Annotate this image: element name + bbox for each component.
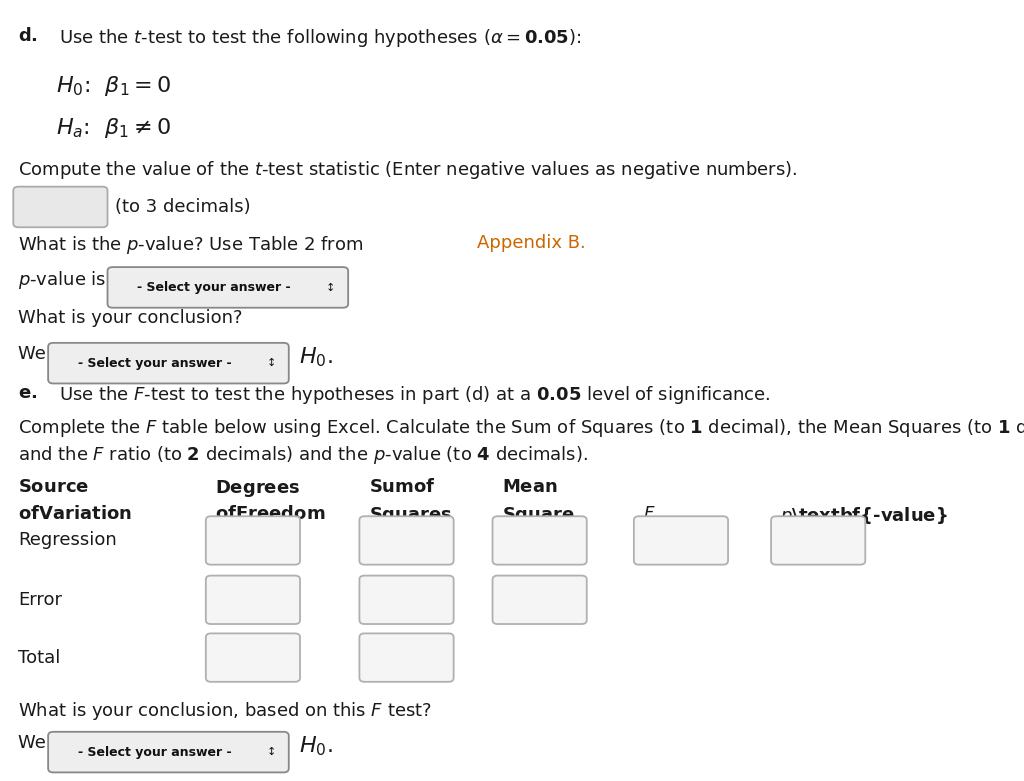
Text: $\mathbf{Source}$: $\mathbf{Source}$: [18, 478, 89, 496]
FancyBboxPatch shape: [359, 516, 454, 565]
Text: ↕: ↕: [326, 283, 336, 292]
Text: (to 3 decimals): (to 3 decimals): [115, 198, 250, 216]
Text: Complete the $F$ table below using Excel. Calculate the Sum of Squares (to $\mat: Complete the $F$ table below using Excel…: [18, 417, 1024, 439]
FancyBboxPatch shape: [493, 516, 587, 565]
Text: - Select your answer -: - Select your answer -: [137, 281, 291, 294]
Text: $\mathbf{\mathit{p}}$\textbf{-value}: $\mathbf{\mathit{p}}$\textbf{-value}: [780, 505, 948, 527]
Text: Use the $\mathit{t}$-test to test the following hypotheses ($\alpha = \mathbf{0.: Use the $\mathit{t}$-test to test the fo…: [59, 27, 582, 49]
Text: What is your conclusion, based on this $F$ test?: What is your conclusion, based on this $…: [18, 700, 432, 722]
Text: Regression: Regression: [18, 531, 117, 550]
Text: Appendix B.: Appendix B.: [477, 234, 586, 252]
FancyBboxPatch shape: [771, 516, 865, 565]
Text: $\mathbf{Degrees}$: $\mathbf{Degrees}$: [215, 478, 300, 499]
Text: $\mathbf{of Freedom}$: $\mathbf{of Freedom}$: [215, 505, 326, 523]
FancyBboxPatch shape: [48, 732, 289, 772]
Text: Total: Total: [18, 648, 60, 667]
Text: $\mathbf{Sum of}$: $\mathbf{Sum of}$: [369, 478, 435, 496]
Text: $\mathbf{of Variation}$: $\mathbf{of Variation}$: [18, 505, 132, 523]
Text: $\mathbf{Squares}$: $\mathbf{Squares}$: [369, 505, 453, 526]
Text: $\mathbf{Mean}$: $\mathbf{Mean}$: [502, 478, 557, 496]
Text: ↕: ↕: [266, 358, 276, 368]
FancyBboxPatch shape: [206, 516, 300, 565]
Text: $H_0$.: $H_0$.: [292, 734, 333, 758]
Text: and the $F$ ratio (to $\mathbf{2}$ decimals) and the $\mathit{p}$-value (to $\ma: and the $F$ ratio (to $\mathbf{2}$ decim…: [18, 444, 589, 466]
Text: ↕: ↕: [266, 747, 276, 757]
Text: $\mathit{p}$-value is: $\mathit{p}$-value is: [18, 269, 108, 291]
Text: What is your conclusion?: What is your conclusion?: [18, 309, 243, 327]
Text: $\mathbf{\mathit{F}}$: $\mathbf{\mathit{F}}$: [643, 505, 655, 523]
Text: $\mathbf{d.}$: $\mathbf{d.}$: [18, 27, 38, 45]
Text: $\mathbf{Square}$: $\mathbf{Square}$: [502, 505, 574, 526]
Text: - Select your answer -: - Select your answer -: [78, 357, 231, 369]
FancyBboxPatch shape: [13, 187, 108, 227]
FancyBboxPatch shape: [48, 343, 289, 383]
FancyBboxPatch shape: [634, 516, 728, 565]
Text: Error: Error: [18, 590, 62, 609]
Text: What is the $\mathit{p}$-value? Use Table 2 from: What is the $\mathit{p}$-value? Use Tabl…: [18, 234, 366, 256]
FancyBboxPatch shape: [493, 576, 587, 624]
FancyBboxPatch shape: [206, 633, 300, 682]
Text: $H_0$.: $H_0$.: [292, 345, 333, 369]
Text: $H_a$:  $\beta_1 \neq 0$: $H_a$: $\beta_1 \neq 0$: [56, 116, 172, 140]
FancyBboxPatch shape: [108, 267, 348, 308]
FancyBboxPatch shape: [359, 633, 454, 682]
FancyBboxPatch shape: [206, 576, 300, 624]
Text: We: We: [18, 345, 52, 363]
FancyBboxPatch shape: [359, 576, 454, 624]
Text: Use the $F$-test to test the hypotheses in part (d) at a $\mathbf{0.05}$ level o: Use the $F$-test to test the hypotheses …: [59, 384, 771, 406]
Text: $\mathbf{e.}$: $\mathbf{e.}$: [18, 384, 38, 402]
Text: - Select your answer -: - Select your answer -: [78, 746, 231, 758]
Text: We: We: [18, 734, 52, 752]
Text: Compute the value of the $\mathit{t}$-test statistic (Enter negative values as n: Compute the value of the $\mathit{t}$-te…: [18, 159, 798, 181]
Text: $H_0$:  $\beta_1 = 0$: $H_0$: $\beta_1 = 0$: [56, 74, 172, 98]
